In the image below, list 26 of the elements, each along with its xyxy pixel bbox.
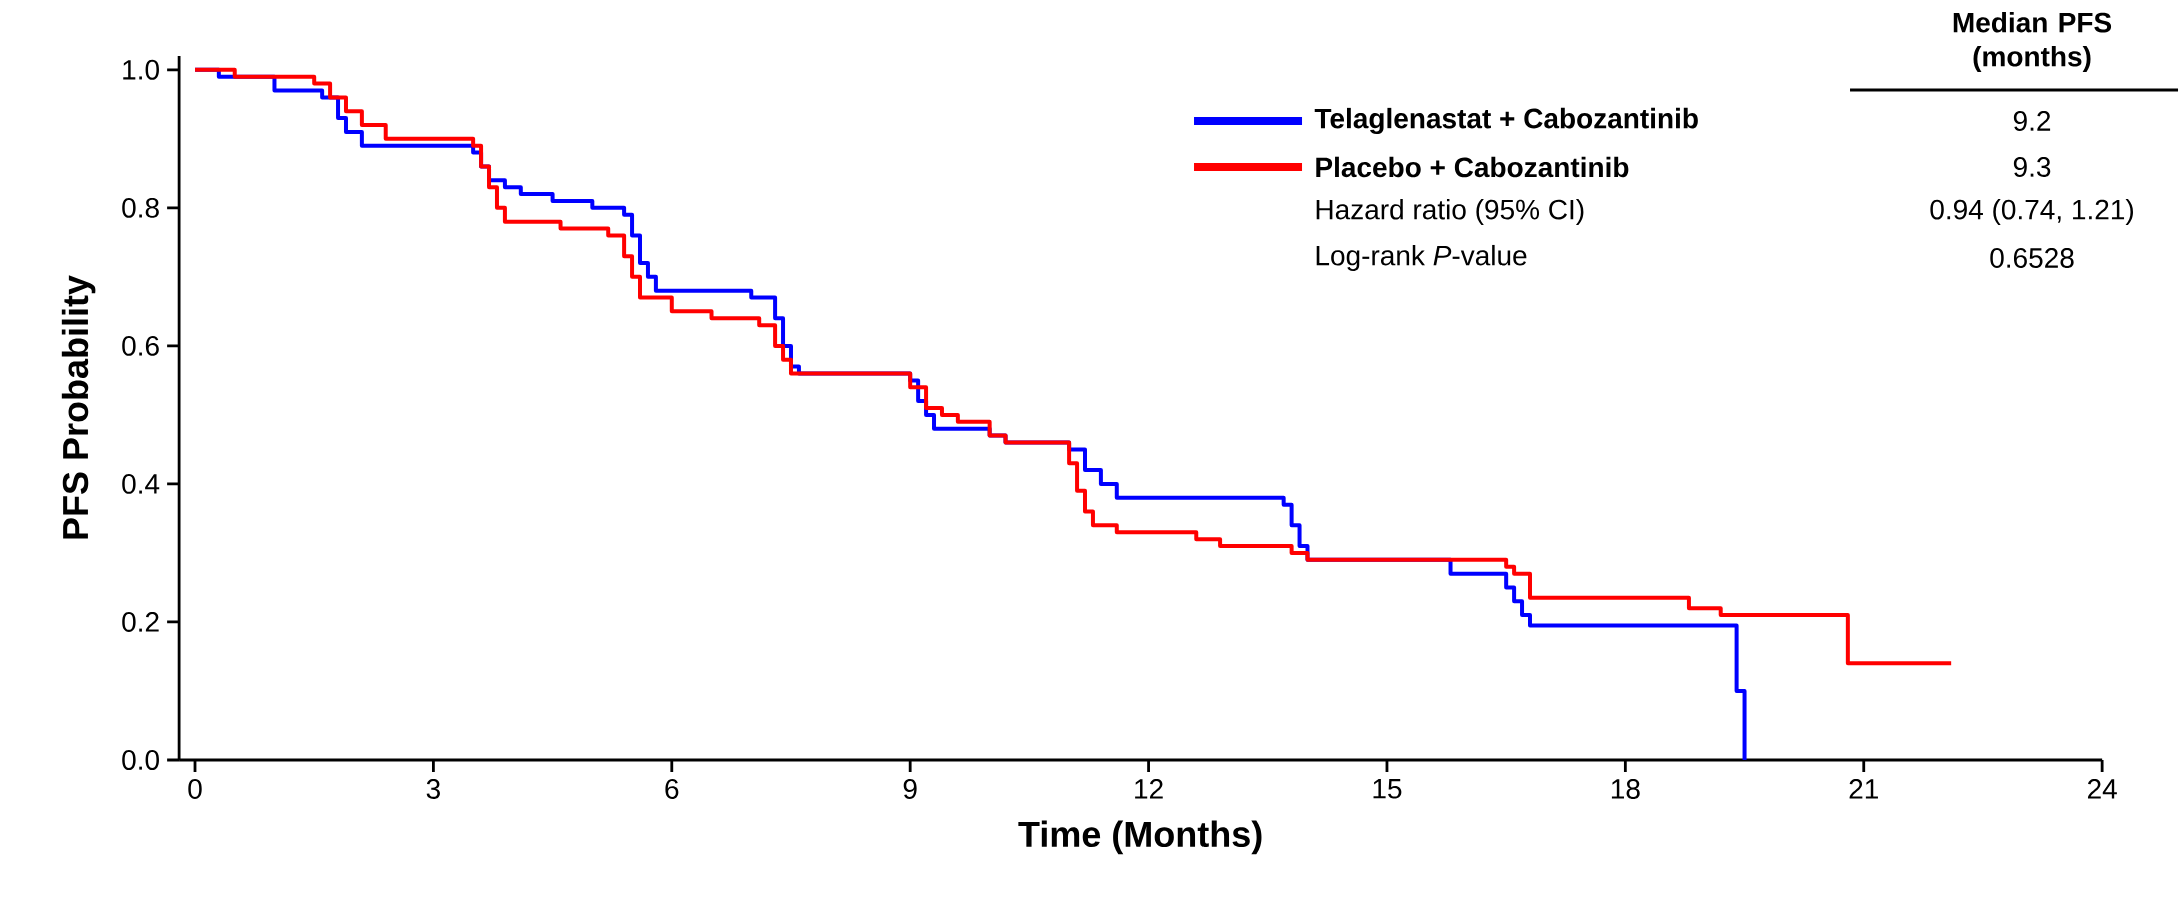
annotation: Log-rank P-value bbox=[1316, 244, 1527, 272]
x-tick-label: 6 bbox=[665, 779, 679, 799]
annotation: 0.94 (0.74, 1.21) bbox=[1930, 198, 2133, 226]
y-tick-label: 1.0 bbox=[123, 59, 159, 80]
annotation: 9.3 bbox=[2013, 157, 2051, 177]
legend-label: Placebo + Cabozantinib bbox=[1316, 156, 1629, 178]
x-tick-label: 18 bbox=[1611, 779, 1640, 799]
annotation: 9.2 bbox=[2013, 111, 2051, 131]
x-tick-label: 21 bbox=[1849, 779, 1878, 799]
annotation: Hazard ratio (95% CI) bbox=[1316, 198, 1584, 226]
legend-label: Telaglenastat + Cabozantinib bbox=[1314, 107, 1698, 135]
x-tick-label: 15 bbox=[1373, 779, 1402, 799]
y-tick-label: 0.8 bbox=[122, 197, 159, 218]
y-tick-label: 0.2 bbox=[122, 612, 159, 632]
x-axis-title: Time (Months) bbox=[1018, 820, 1262, 855]
y-tick-label: 0.6 bbox=[122, 335, 159, 356]
y-axis-title: PFS Probability bbox=[61, 275, 96, 539]
annotation: Median PFS (months) bbox=[1953, 11, 2112, 73]
x-tick-label: 12 bbox=[1135, 779, 1163, 799]
annotation: 0.6528 bbox=[1990, 248, 2074, 268]
x-tick-label: 9 bbox=[903, 779, 917, 799]
y-tick-label: 0.0 bbox=[122, 750, 159, 770]
x-tick-label: 0 bbox=[188, 779, 202, 799]
x-tick-label: 3 bbox=[426, 779, 440, 799]
y-tick-label: 0.4 bbox=[122, 473, 160, 494]
x-tick-label: 24 bbox=[2087, 779, 2117, 799]
